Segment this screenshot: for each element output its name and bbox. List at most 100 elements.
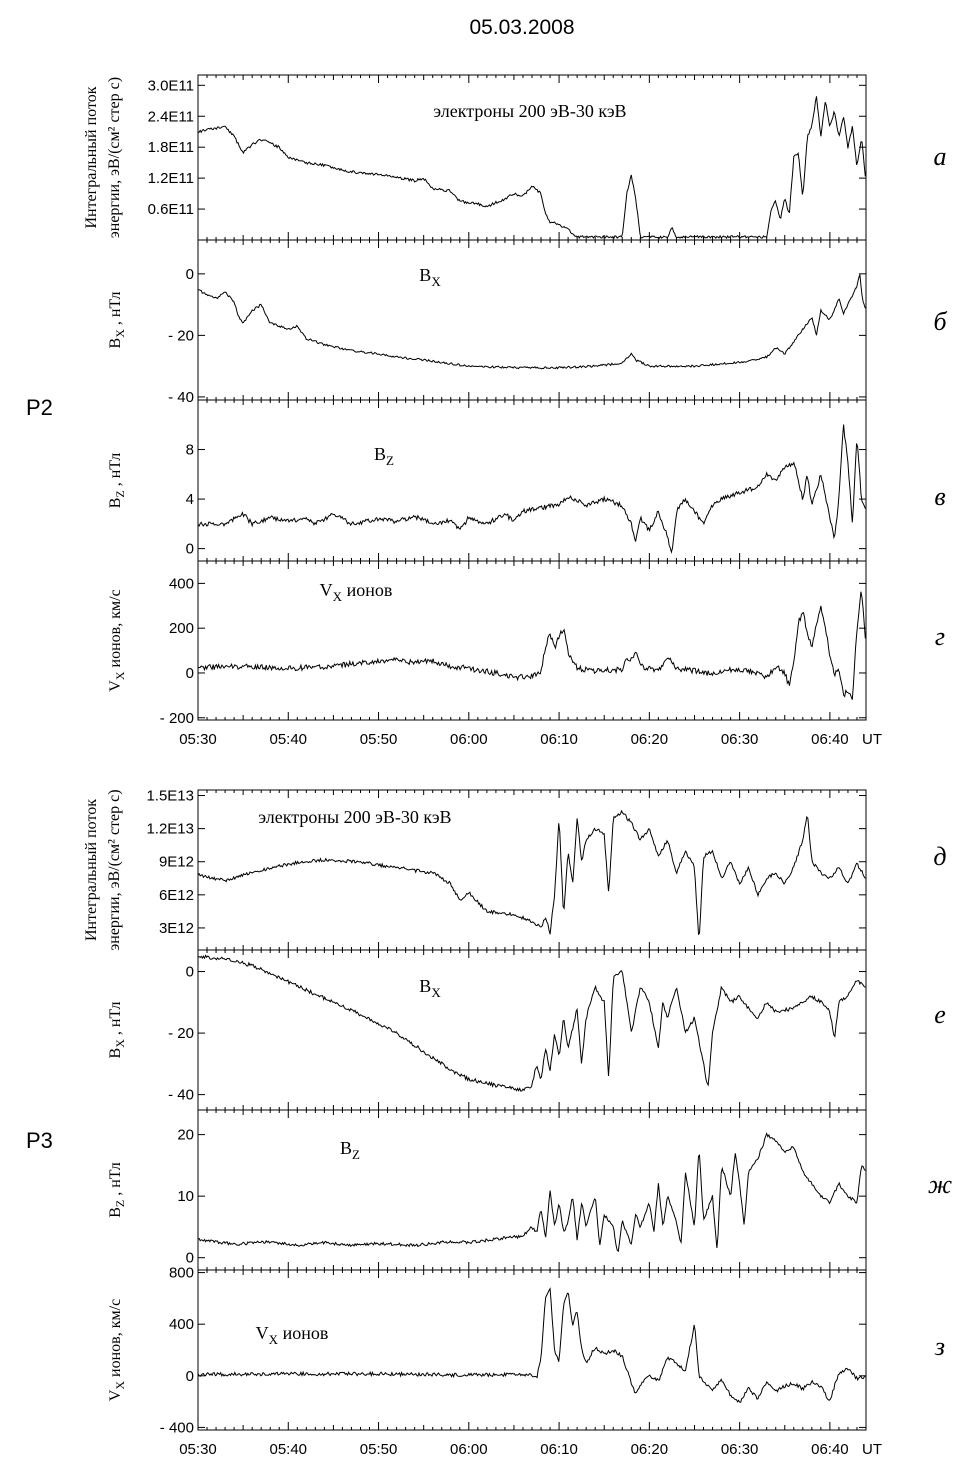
x-tick-label: 05:50	[360, 731, 398, 748]
series-label: BZ	[340, 1138, 360, 1162]
y-tick-label: 9E12	[159, 854, 194, 871]
panel-letter: ж	[928, 1170, 952, 1199]
x-tick-label: 06:40	[811, 1441, 849, 1458]
y-tick-label: 0	[186, 541, 194, 558]
y-axis-title: Интегральный поток	[83, 86, 100, 228]
y-tick-label: 0	[186, 266, 194, 283]
series-line	[198, 274, 866, 370]
panel-letter: д	[933, 842, 946, 871]
series-line	[197, 591, 866, 700]
y-axis-title: BX , нТл	[107, 292, 127, 349]
panel-в: 0 4 8 BZ в BZ , нТл	[107, 399, 946, 562]
y-tick-label: 800	[169, 1265, 194, 1282]
x-tick-label: 06:00	[450, 731, 488, 748]
panel-з: - 400 0 400 800 VX ионов з VX ионов, км/с	[107, 1265, 945, 1437]
y-axis-title: VX ионов, км/с	[107, 589, 127, 691]
x-tick-label: 06:20	[631, 1441, 669, 1458]
x-tick-label: 06:20	[631, 731, 669, 748]
y-tick-label: - 40	[168, 1087, 194, 1104]
group-label-p2: P2	[26, 395, 53, 420]
y-tick-label: 2.4E11	[148, 108, 194, 125]
y-tick-label: 200	[169, 620, 194, 637]
y-tick-label: 400	[169, 1316, 194, 1333]
y-axis-title: BX , нТл	[107, 1002, 127, 1059]
x-tick-label: 05:30	[179, 1441, 217, 1458]
y-tick-label: 6E12	[159, 887, 194, 904]
y-tick-label: - 400	[160, 1419, 194, 1436]
series-label: электроны 200 эВ-30 кэВ	[258, 807, 451, 827]
y-axis-title: Интегральный поток	[83, 799, 100, 941]
y-tick-label: 0	[186, 1250, 194, 1267]
panels-layer: 0.6E11 1.2E11 1.8E11 2.4E11 3.0E11 электроны …	[83, 74, 952, 1458]
series-label: VX ионов	[256, 1323, 329, 1347]
y-tick-label: - 20	[168, 327, 194, 344]
y-tick-label: 0	[186, 665, 194, 682]
x-tick-label: 05:30	[179, 731, 217, 748]
panel-б: 0 - 20 - 40 BX б BX , нТл	[107, 239, 947, 406]
panel-д: 3E12 6E12 9E12 1.2E13 1.5E13 электроны 200 эВ…	[83, 788, 947, 951]
x-tick-label: 05:50	[360, 1441, 398, 1458]
figure-title: 05.03.2008	[469, 16, 574, 39]
y-tick-label: 1.8E11	[148, 139, 194, 156]
plot-frame	[197, 399, 867, 562]
y-axis-title: BZ , нТл	[107, 453, 127, 509]
group-label-p3: P3	[26, 1128, 53, 1153]
x-tick-label: 06:40	[811, 731, 849, 748]
series-line	[197, 809, 866, 936]
y-axis-title: VX ионов, км/с	[107, 1299, 127, 1401]
series-label: BZ	[374, 444, 394, 468]
x-axis-unit: UT	[862, 1441, 882, 1458]
series-line	[197, 954, 866, 1092]
y-tick-label: 10	[177, 1188, 194, 1205]
y-tick-label: 0.6E11	[148, 201, 194, 218]
panel-г: - 200 0 200 400 VX ионов г VX ионов, км/с	[107, 560, 945, 727]
x-tick-label: 06:30	[721, 731, 759, 748]
y-tick-label: 400	[169, 575, 194, 592]
y-tick-label: 20	[177, 1127, 194, 1144]
panel-letter: е	[934, 1000, 946, 1029]
panel-ж: 0 10 20 BZ ж BZ , нТл	[107, 1109, 952, 1271]
plot-frame	[197, 1269, 867, 1431]
panel-е: 0 - 20 - 40 BX е BX , нТл	[107, 949, 946, 1111]
y-axis-title: энергии, эВ/(см² стер с)	[106, 789, 123, 950]
x-tick-label: 06:10	[540, 1441, 578, 1458]
y-tick-label: 0	[186, 1368, 194, 1385]
x-tick-label: 06:30	[721, 1441, 759, 1458]
panel-letter: з	[934, 1332, 945, 1361]
series-line	[197, 1132, 866, 1253]
x-tick-label: 06:10	[540, 731, 578, 748]
y-tick-label: 3E12	[159, 920, 194, 937]
x-axis-unit: UT	[862, 731, 882, 748]
series-line	[197, 96, 866, 240]
y-tick-label: - 20	[168, 1025, 194, 1042]
y-tick-label: - 200	[160, 710, 194, 727]
plot-frame	[197, 74, 867, 241]
y-tick-label: 1.5E13	[146, 788, 194, 805]
series-label: BX	[419, 265, 441, 289]
y-tick-label: 8	[186, 442, 194, 459]
series-line	[197, 424, 866, 555]
y-tick-label: - 40	[168, 389, 194, 406]
y-tick-label: 0	[186, 964, 194, 981]
plot-frame	[197, 239, 867, 401]
x-tick-label: 05:40	[269, 1441, 307, 1458]
panel-letter: б	[933, 307, 947, 336]
y-tick-label: 1.2E13	[146, 821, 194, 838]
panel-а: 0.6E11 1.2E11 1.8E11 2.4E11 3.0E11 электроны …	[83, 74, 947, 241]
x-tick-label: 05:40	[269, 731, 307, 748]
x-tick-label: 06:00	[450, 1441, 488, 1458]
panel-letter: в	[934, 482, 945, 511]
y-tick-label: 3.0E11	[148, 77, 194, 94]
series-line	[197, 1287, 866, 1403]
series-label: BX	[419, 976, 441, 1000]
series-label: VX ионов	[320, 580, 393, 604]
plot-frame	[197, 560, 867, 721]
y-tick-label: 1.2E11	[148, 170, 194, 187]
panel-letter: а	[934, 142, 947, 171]
series-label: электроны 200 эВ-30 кэВ	[433, 101, 626, 121]
y-tick-label: 4	[186, 491, 194, 508]
y-axis-title: BZ , нТл	[107, 1162, 127, 1218]
y-axis-title: энергии, эВ/(см² стер с)	[106, 77, 123, 238]
panel-letter: г	[935, 622, 945, 651]
